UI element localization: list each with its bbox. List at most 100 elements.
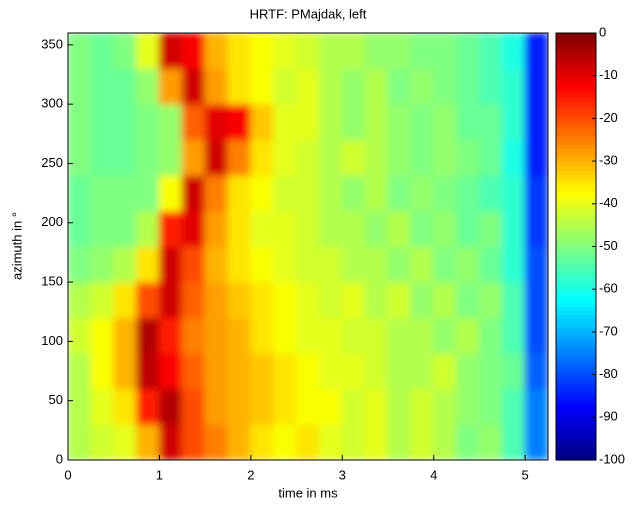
heatmap-cell [113, 246, 138, 283]
heatmap-cell [478, 246, 503, 283]
colorbar-segment [556, 169, 596, 175]
heatmap-cell [181, 68, 206, 105]
heatmap-cell [364, 174, 389, 212]
colorbar-segment [556, 378, 596, 384]
heatmap-cell [478, 423, 503, 460]
heatmap-cell [410, 246, 435, 283]
heatmap-cell [90, 388, 115, 425]
y-axis-label: azimuth in ° [9, 212, 24, 280]
heatmap-cell [433, 423, 458, 460]
colorbar-segment [556, 101, 596, 107]
heatmap-cell [158, 33, 183, 70]
colorbar-segment [556, 289, 596, 295]
heatmap-cell [501, 281, 526, 319]
heatmap-cell [478, 103, 503, 141]
heatmap-cell [90, 174, 115, 212]
colorbar-segment [556, 50, 596, 55]
heatmap-cell [364, 103, 389, 141]
heatmap-cell [501, 103, 526, 141]
colorbar-segment [556, 131, 596, 137]
heatmap-cell [204, 174, 229, 212]
colorbar-segment [556, 387, 596, 393]
colorbar-segment [556, 148, 596, 154]
heatmap-cell [273, 103, 298, 141]
heatmap-cell [90, 210, 115, 247]
heatmap-cell [524, 423, 548, 460]
colorbar-segment [556, 455, 596, 461]
heatmap-cell [387, 210, 412, 247]
y-tick-label: 100 [41, 333, 63, 348]
heatmap-cell [433, 68, 458, 105]
x-tick-label: 1 [156, 467, 163, 482]
heatmap-cell [113, 103, 138, 141]
heatmap-cell [227, 281, 252, 319]
heatmap-cell [410, 174, 435, 212]
heatmap-cell [318, 281, 343, 319]
heatmap-cell [158, 103, 183, 141]
colorbar-segment [556, 105, 596, 111]
heatmap-cell [341, 139, 366, 176]
colorbar-segment [556, 331, 596, 337]
heatmap-cell [387, 33, 412, 70]
heatmap-cell [524, 139, 548, 176]
heatmap-cell [227, 210, 252, 247]
heatmap-cell [68, 103, 92, 141]
heatmap-cell [273, 352, 298, 390]
heatmap-cell [90, 246, 115, 283]
heatmap-cell [227, 388, 252, 425]
heatmap-cell [364, 317, 389, 354]
colorbar-segment [556, 242, 596, 248]
y-tick-label: 50 [49, 392, 63, 407]
colorbar-segment [556, 370, 596, 376]
heatmap-cell [478, 352, 503, 390]
colorbar-segment [556, 417, 596, 423]
heatmap-cell [318, 246, 343, 283]
heatmap-cell [433, 210, 458, 247]
colorbar-segment [556, 425, 596, 431]
heatmap-cell [227, 103, 252, 141]
heatmap-cell [296, 317, 320, 354]
heatmap-cell [410, 388, 435, 425]
colorbar-segment [556, 344, 596, 350]
heatmap-cell [318, 33, 343, 70]
colorbar-segment [556, 88, 596, 94]
heatmap-cell [250, 388, 275, 425]
heatmap-cell [250, 33, 275, 70]
heatmap-cell [456, 68, 480, 105]
heatmap-cell [318, 210, 343, 247]
heatmap-cell [227, 423, 252, 460]
colorbar-segment [556, 126, 596, 132]
heatmap-cell [318, 317, 343, 354]
colorbar-tick-label: -100 [599, 451, 625, 466]
heatmap-cell [113, 281, 138, 319]
colorbar: 0 -10 -20 -30 -40 -50 -60 -70 -80 -90 -100 [555, 24, 625, 466]
heatmap-cell [341, 68, 366, 105]
heatmap-cell [364, 423, 389, 460]
heatmap-cell [433, 281, 458, 319]
colorbar-segment [556, 361, 596, 367]
heatmap-cells [68, 33, 548, 460]
heatmap-cell [113, 423, 138, 460]
heatmap-cell [204, 388, 229, 425]
colorbar-segment [556, 430, 596, 435]
heatmap-cell [158, 210, 183, 247]
heatmap-cell [296, 33, 320, 70]
colorbar-segment [556, 109, 596, 115]
heatmap-cell [113, 33, 138, 70]
heatmap-cell [90, 423, 115, 460]
colorbar-segment [556, 327, 596, 333]
colorbar-tick-label: -60 [599, 281, 618, 296]
heatmap-cell [90, 103, 115, 141]
heatmap-cell [250, 174, 275, 212]
heatmap-cell [501, 33, 526, 70]
heatmap-cell [181, 174, 206, 212]
heatmap-cell [158, 246, 183, 283]
heatmap-cell [158, 423, 183, 460]
heatmap-cell [204, 317, 229, 354]
colorbar-segment [556, 152, 596, 158]
heatmap-cell [524, 103, 548, 141]
heatmap-cell [341, 281, 366, 319]
heatmap-cell [478, 68, 503, 105]
colorbar-segment [556, 400, 596, 406]
